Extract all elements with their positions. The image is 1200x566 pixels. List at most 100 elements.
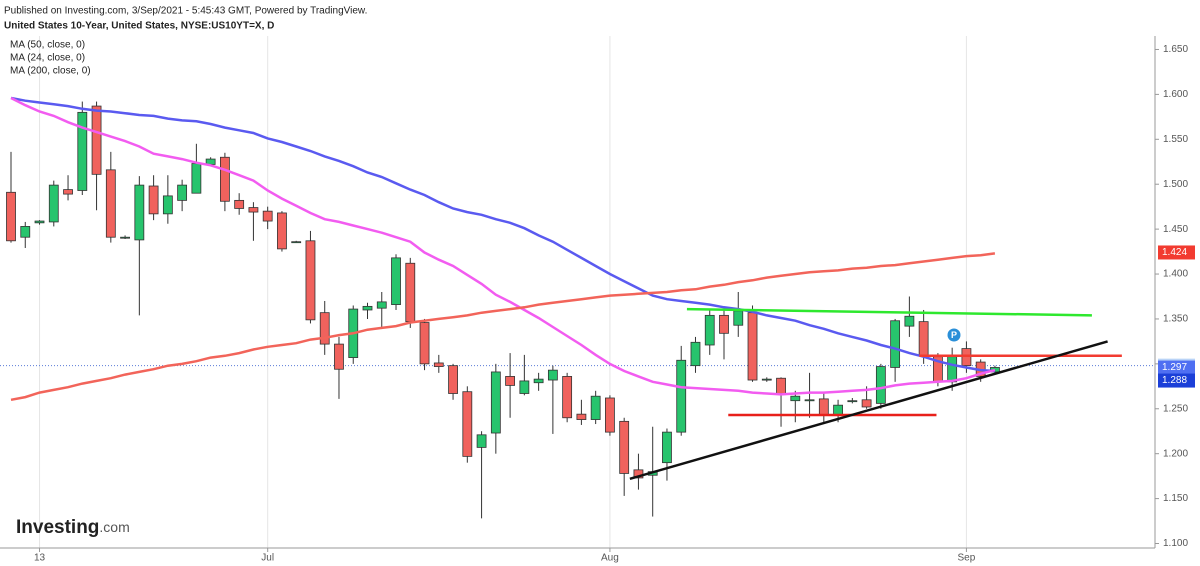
legend-entry: MA (200, close, 0) [10,66,91,77]
y-tick-label: 1.150 [1163,493,1188,504]
price-label-box [1158,245,1195,260]
candle-body [34,220,45,224]
candle-body [961,348,972,367]
candle-body [804,399,815,402]
axis-labels: 1.1001.1501.2001.2501.3001.3501.4001.450… [34,44,1195,564]
price-label: 1.424 [1162,247,1187,258]
candle-body [191,163,202,194]
candle-body [947,356,958,383]
price-label-box [1158,360,1195,375]
trendline [629,340,1108,481]
candle-body [918,321,929,357]
candle-body [419,322,430,365]
candle-body [448,365,458,394]
logo: Investing.com [16,517,130,538]
y-tick-label: 1.400 [1163,269,1188,280]
grid [39,36,967,548]
candle-body [662,431,672,464]
candle-body [91,105,102,175]
x-tick-label: Jul [261,553,274,564]
y-tick-label: 1.200 [1163,448,1188,459]
candle-body [63,189,73,195]
candle-body [105,169,116,238]
candle-body [177,184,188,201]
candle-body [48,184,59,223]
candle-body [547,369,558,381]
candle-body [704,314,715,346]
candle-body [562,376,573,419]
y-tick-label: 1.650 [1163,44,1188,55]
candle-body [733,310,744,326]
candle-body [476,434,487,448]
candle-body [277,212,287,250]
candle-body [890,320,901,368]
candle-body [134,184,145,241]
candle-body [120,236,130,239]
moving-average [10,96,995,373]
candle-body [690,341,701,367]
candle-body [6,191,16,242]
trendline [686,307,1092,317]
candle-body [362,305,373,311]
candle-body [505,376,516,386]
moving-average [10,96,996,396]
candle-body [761,378,772,381]
candle-body [20,226,31,238]
price-label: 1.288 [1162,375,1187,386]
legend: MA (50, close, 0) MA (24, close, 0) MA (20… [10,40,91,77]
event-marker-icon [947,328,961,342]
candle-body [405,262,416,323]
chart-title: United States 10-Year, United States, NY… [4,21,274,32]
candle-body [462,391,473,457]
price-label: 1.297 [1162,362,1187,373]
candle-body [490,371,501,434]
legend-entry: MA (50, close, 0) [10,40,85,51]
candle-body [248,207,259,213]
candle-body [319,312,330,345]
candle-body [904,315,915,327]
x-tick-label: Aug [601,553,619,564]
legend-entry: MA (24, close, 0) [10,53,85,64]
candle-body [234,199,245,209]
plot-area [0,96,1155,519]
candle-body [533,378,544,384]
candle-body [391,257,401,305]
candle-body [747,312,758,381]
candle-body [833,404,843,416]
candle-body [790,395,801,402]
candle-body [676,359,687,433]
event-marker: P [951,330,957,340]
y-tick-label: 1.350 [1163,314,1188,325]
y-tick-label: 1.550 [1163,134,1188,145]
logo-suffix: .com [99,519,129,535]
x-tick-label: Sep [958,553,976,564]
candle-body [605,397,615,433]
candle-body [818,398,829,416]
candle-body [519,380,530,394]
candle-body [262,210,273,222]
candle-body [334,343,344,370]
moving-average [10,252,996,402]
candle-body [77,111,88,191]
y-tick-label: 1.100 [1163,538,1188,549]
y-tick-label: 1.600 [1163,89,1188,100]
candle-body [719,314,729,334]
candle-body [590,395,601,420]
candle-body [776,377,786,394]
candle-body [148,185,159,215]
candle-body [219,156,230,202]
price-label-box [1158,373,1195,388]
candle-body [162,195,173,215]
candle-body [305,240,316,321]
candle-body [847,400,858,403]
y-tick-label: 1.250 [1163,403,1188,414]
candle-body [433,362,444,367]
candle-body [576,413,587,420]
candle-body [291,241,302,244]
y-tick-label: 1.500 [1163,179,1188,190]
logo-name: Investing [16,517,99,538]
candle-body [875,366,886,404]
candle-body [376,301,387,309]
candle-body [861,399,872,408]
